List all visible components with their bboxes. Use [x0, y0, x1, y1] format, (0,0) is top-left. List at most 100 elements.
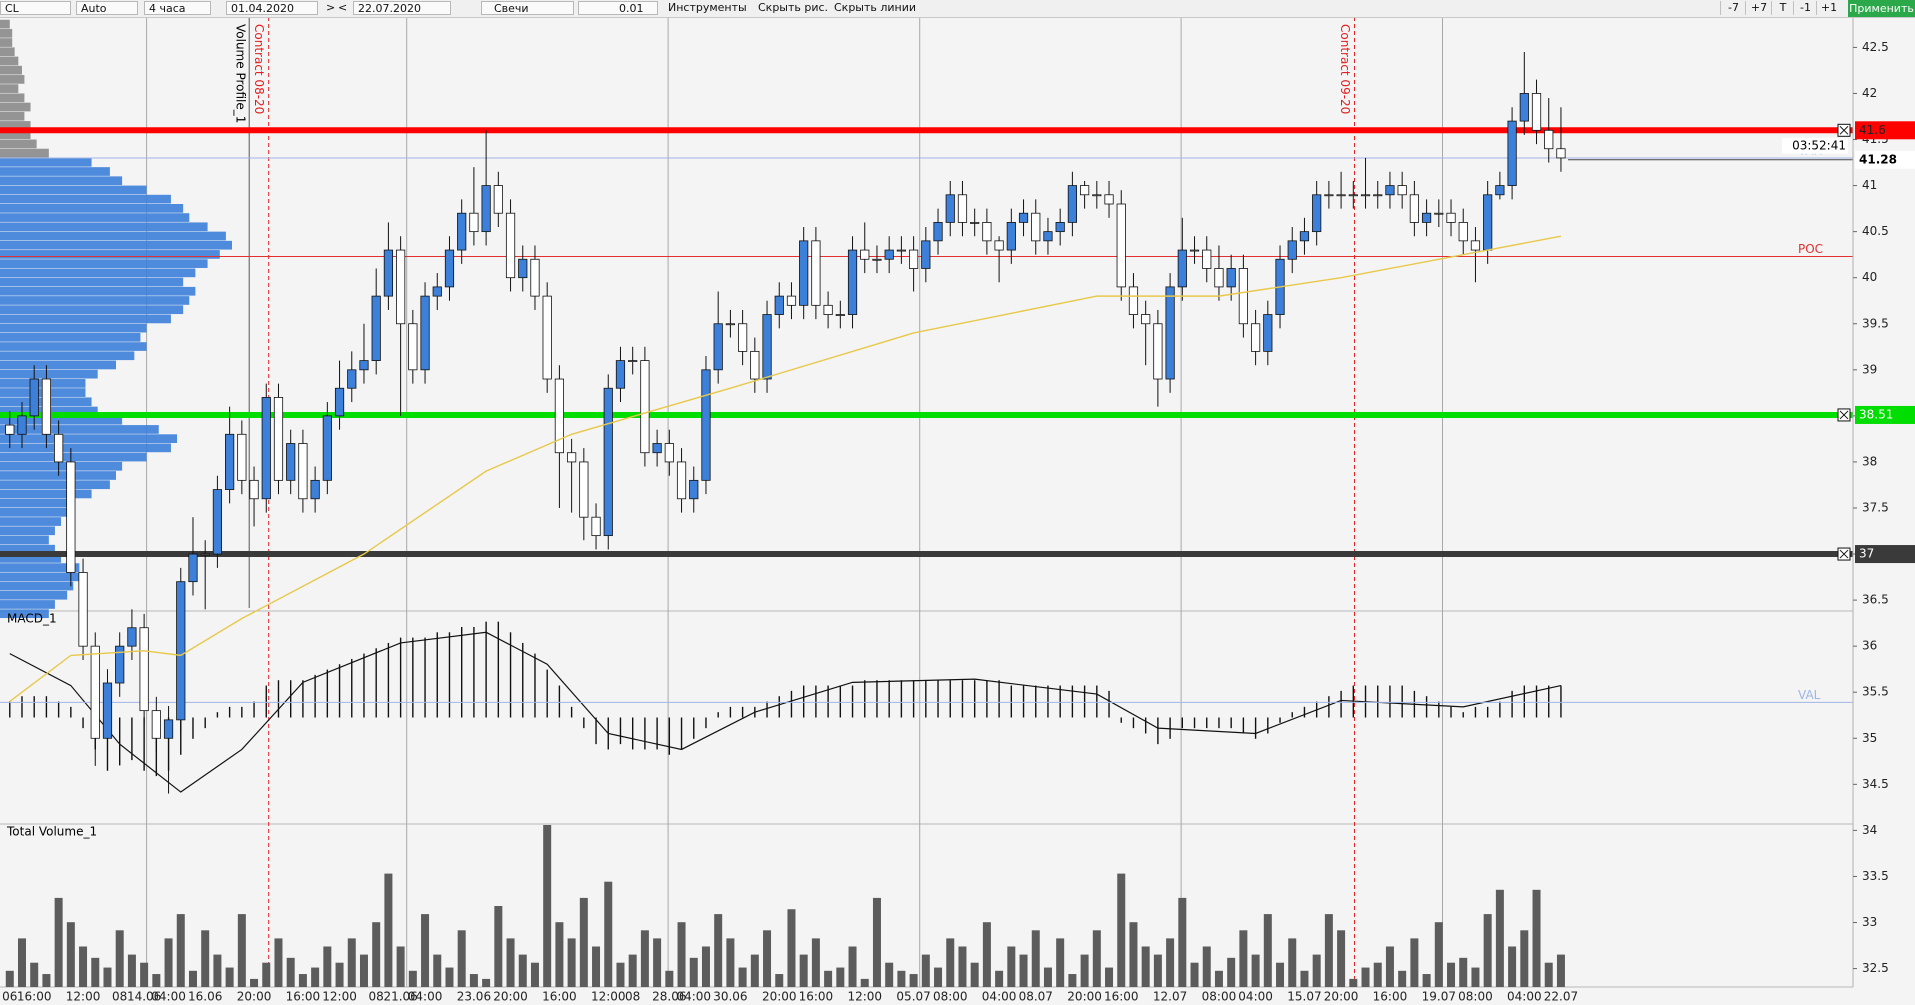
x-tick-label: 20:00	[237, 990, 272, 1004]
toolbar-button[interactable]: +1	[1816, 1, 1841, 15]
candle-body	[713, 323, 723, 371]
candle-body	[1226, 268, 1236, 288]
toolbar-button[interactable]: -7	[1720, 1, 1746, 15]
volume-bar	[1202, 946, 1211, 987]
volume-bar	[164, 938, 173, 987]
candle-body	[701, 369, 711, 481]
profile-bar	[0, 240, 232, 250]
candle-body	[786, 295, 797, 306]
volume-bar	[885, 962, 894, 987]
x-tick-label: 19.07	[1422, 990, 1456, 1004]
candle-body	[1128, 286, 1139, 315]
volume-bar	[1337, 930, 1346, 987]
timeframe-select[interactable]: 4 часа	[144, 1, 211, 15]
volume-bar	[787, 909, 796, 987]
x-tick-label: 08	[112, 990, 127, 1004]
candle-body	[1299, 231, 1310, 242]
candle-body	[163, 719, 174, 739]
volume-bar	[1556, 954, 1565, 987]
level-tag	[1855, 405, 1915, 424]
volume-bar	[213, 954, 222, 987]
profile-bar	[0, 259, 208, 268]
style-select[interactable]: Свечи	[481, 1, 574, 15]
volume-bar	[872, 897, 881, 987]
candle-body	[1092, 194, 1102, 197]
candle-body	[933, 222, 943, 242]
contract-label: Contract 08-20	[252, 24, 266, 114]
volume-bar	[311, 967, 320, 987]
x-tick-label: 12:00	[847, 990, 882, 1004]
profile-bar	[0, 286, 196, 296]
volume-bar	[1031, 930, 1040, 987]
candle-body	[774, 295, 784, 315]
volume-bar	[567, 938, 576, 987]
toolbar-button[interactable]: T	[1771, 1, 1794, 15]
candle-body	[383, 249, 394, 297]
candle-body	[298, 443, 308, 500]
candle-body	[139, 627, 149, 712]
tools-menu[interactable]: Инструменты	[668, 1, 747, 14]
volume-bar	[372, 922, 381, 987]
volume-bar	[274, 938, 283, 987]
step-input[interactable]: 0.01	[578, 1, 658, 15]
profile-bar	[0, 517, 62, 526]
candle-body	[1360, 194, 1371, 197]
profile-bar	[0, 47, 15, 57]
x-tick-label: 12:00	[322, 990, 357, 1004]
symbol-select[interactable]: CL	[0, 1, 71, 15]
candle-body	[1153, 323, 1163, 380]
volume-bar	[115, 930, 124, 987]
volume-bar	[1007, 946, 1016, 987]
candle-body	[78, 572, 88, 647]
toolbar-button[interactable]: +7	[1745, 1, 1772, 15]
apply-button[interactable]: Применить	[1848, 0, 1915, 17]
volume-bar	[592, 946, 601, 987]
price-axis	[1853, 17, 1915, 987]
x-tick-label: 20:00	[762, 990, 797, 1004]
candle-body	[579, 461, 589, 518]
hide-drawings[interactable]: Скрыть рис.	[758, 1, 829, 14]
toolbar-button[interactable]: -1	[1793, 1, 1817, 15]
hide-lines[interactable]: Скрыть линии	[834, 1, 917, 14]
x-tick-label: 04:00	[1238, 990, 1273, 1004]
candle-body	[1324, 194, 1334, 197]
profile-bar	[0, 415, 123, 425]
volume-bar	[946, 938, 955, 987]
y-tick-label: 36.5	[1862, 593, 1889, 607]
volume-bar	[530, 962, 539, 987]
profile-bar	[0, 102, 31, 112]
candle-body	[359, 360, 369, 371]
volume-bar	[396, 946, 405, 987]
volume-bar	[250, 978, 259, 987]
nav-next[interactable]: >	[326, 1, 336, 14]
volume-bar	[677, 922, 686, 987]
profile-bar	[0, 65, 22, 75]
x-tick-label: 15.07	[1287, 990, 1321, 1004]
candle-body	[1055, 222, 1065, 233]
volume-bar	[286, 957, 295, 987]
date-to[interactable]: 22.07.2020	[353, 1, 451, 15]
volume-bar	[42, 974, 51, 987]
volume-bar	[1043, 967, 1052, 987]
profile-bar	[0, 84, 19, 93]
volume-bar	[91, 957, 100, 987]
volume-bar	[1214, 970, 1223, 987]
volume-bar	[640, 930, 649, 987]
profile-label: Volume Profile_1	[234, 24, 248, 123]
scale-select[interactable]: Auto	[76, 1, 138, 15]
volume-bar	[1019, 954, 1028, 987]
candle-body	[505, 212, 516, 279]
nav-prev[interactable]: <	[338, 1, 348, 14]
volume-bar	[1239, 930, 1248, 987]
volume-bar	[225, 967, 234, 987]
candle-body	[334, 387, 345, 417]
candle-body	[1544, 129, 1554, 150]
profile-bar	[0, 590, 68, 600]
volume-bar	[54, 897, 63, 987]
volume-bar	[1166, 938, 1175, 987]
volume-bar	[433, 954, 442, 987]
candle-body	[750, 350, 760, 380]
date-from[interactable]: 01.04.2020	[226, 1, 318, 15]
candle-body	[1018, 212, 1029, 223]
